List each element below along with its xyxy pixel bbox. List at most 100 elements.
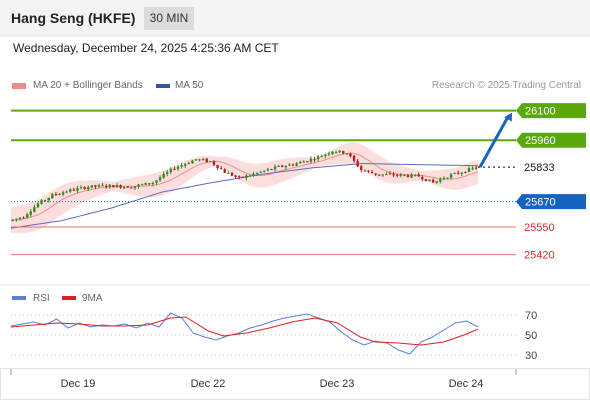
- datetime-label: Wednesday, December 24, 2025 4:25:36 AM …: [13, 41, 279, 55]
- candle-body: [162, 173, 165, 178]
- candle-body: [29, 211, 32, 215]
- candle-body: [97, 185, 101, 187]
- candle-body: [421, 177, 424, 180]
- candle-body: [313, 159, 316, 161]
- bollinger-band: [11, 142, 478, 234]
- candle-body: [475, 167, 478, 169]
- rsi-tick-label: 30: [525, 350, 537, 362]
- candle-body: [288, 164, 291, 166]
- candle-body: [15, 218, 18, 220]
- price-levels: 26100 25960 25833 25670 25550 25420: [11, 103, 586, 262]
- candle-body: [108, 184, 111, 187]
- candle-body: [133, 186, 137, 189]
- candle-body: [212, 161, 216, 165]
- rsi-tick-label: 70: [525, 310, 537, 322]
- candle-body: [205, 158, 208, 162]
- candle-body: [464, 172, 467, 174]
- candle-body: [33, 207, 36, 212]
- candle-body: [356, 160, 359, 167]
- candle-body: [363, 170, 367, 172]
- candle-body: [112, 185, 115, 188]
- candle-body: [230, 172, 234, 176]
- ma20-legend-swatch: [12, 83, 26, 89]
- candle-body: [406, 175, 410, 177]
- candle-body: [309, 158, 313, 162]
- candle-body: [223, 169, 226, 173]
- candle-body: [87, 187, 90, 190]
- candle-body: [43, 200, 47, 202]
- candle-body: [76, 188, 79, 191]
- candle-body: [273, 166, 277, 170]
- ma9-legend-swatch: [62, 296, 76, 300]
- candle-body: [370, 171, 374, 174]
- candle-body: [320, 156, 323, 158]
- candle-body: [198, 159, 201, 161]
- candle-body: [392, 174, 395, 176]
- candle-body: [180, 165, 183, 167]
- candle-body: [281, 165, 284, 167]
- candle-body: [298, 161, 302, 164]
- candle-body: [453, 172, 456, 174]
- level-25670-label: 25670: [525, 197, 556, 209]
- rsi-panel: 70 50 30: [10, 310, 537, 362]
- candle-body: [79, 187, 83, 189]
- timeframe-badge[interactable]: 30 MIN: [144, 7, 194, 30]
- ma50-line: [10, 162, 478, 229]
- candle-body: [25, 214, 29, 218]
- candle-body: [72, 189, 76, 191]
- candle-body: [115, 185, 119, 188]
- candle-body: [119, 185, 122, 188]
- time-axis-label: Dec 23: [320, 378, 355, 390]
- candle-body: [173, 168, 176, 170]
- candle-body: [61, 192, 65, 195]
- candle-body: [367, 170, 370, 172]
- candle-body: [471, 167, 474, 169]
- candle-body: [83, 187, 86, 189]
- ma20-legend-label: MA 20 + Bollinger Bands: [33, 80, 143, 91]
- candle-body: [187, 163, 191, 165]
- candle-body: [130, 187, 133, 189]
- candle-body: [104, 185, 108, 187]
- header-bar: [0, 0, 590, 36]
- candle-body: [58, 193, 61, 195]
- candle-body: [352, 155, 356, 161]
- candle-body: [227, 172, 230, 174]
- candle-body: [338, 150, 341, 153]
- candle-body: [324, 154, 327, 156]
- level-25960-label: 25960: [525, 135, 556, 147]
- candle-body: [374, 173, 377, 175]
- candle-body: [144, 182, 147, 185]
- rsi-series-9ma: [10, 316, 479, 346]
- candle-body: [201, 159, 205, 161]
- rsi-tick-label: 50: [525, 330, 537, 342]
- candle-body: [245, 175, 248, 179]
- candle-body: [94, 185, 97, 187]
- candle-body: [435, 181, 438, 183]
- candle-body: [255, 172, 259, 175]
- candle-body: [457, 172, 460, 174]
- candle-body: [22, 217, 25, 219]
- candle-body: [345, 153, 349, 155]
- candle-body: [176, 166, 180, 169]
- rsi-series-rsi: [10, 312, 479, 355]
- candle-body: [69, 189, 72, 192]
- candle-body: [194, 159, 198, 161]
- candle-body: [295, 163, 298, 166]
- ma20-line: [10, 152, 479, 222]
- rsi-legend-swatch: [12, 296, 26, 300]
- candle-body: [360, 166, 363, 171]
- level-25550-label: 25550: [524, 222, 555, 234]
- candle-body: [191, 160, 194, 164]
- candle-body: [259, 171, 262, 173]
- time-axis-label: Dec 24: [449, 378, 484, 390]
- instrument-title: Hang Seng (HKFE): [11, 10, 136, 26]
- candle-body: [306, 161, 309, 163]
- candle-body: [385, 174, 388, 176]
- level-26100-label: 26100: [525, 106, 556, 118]
- candle-body: [148, 183, 151, 185]
- candle-body: [248, 175, 252, 177]
- level-26100-tag: [516, 103, 586, 119]
- candle-body: [166, 172, 169, 174]
- candle-body: [327, 153, 331, 155]
